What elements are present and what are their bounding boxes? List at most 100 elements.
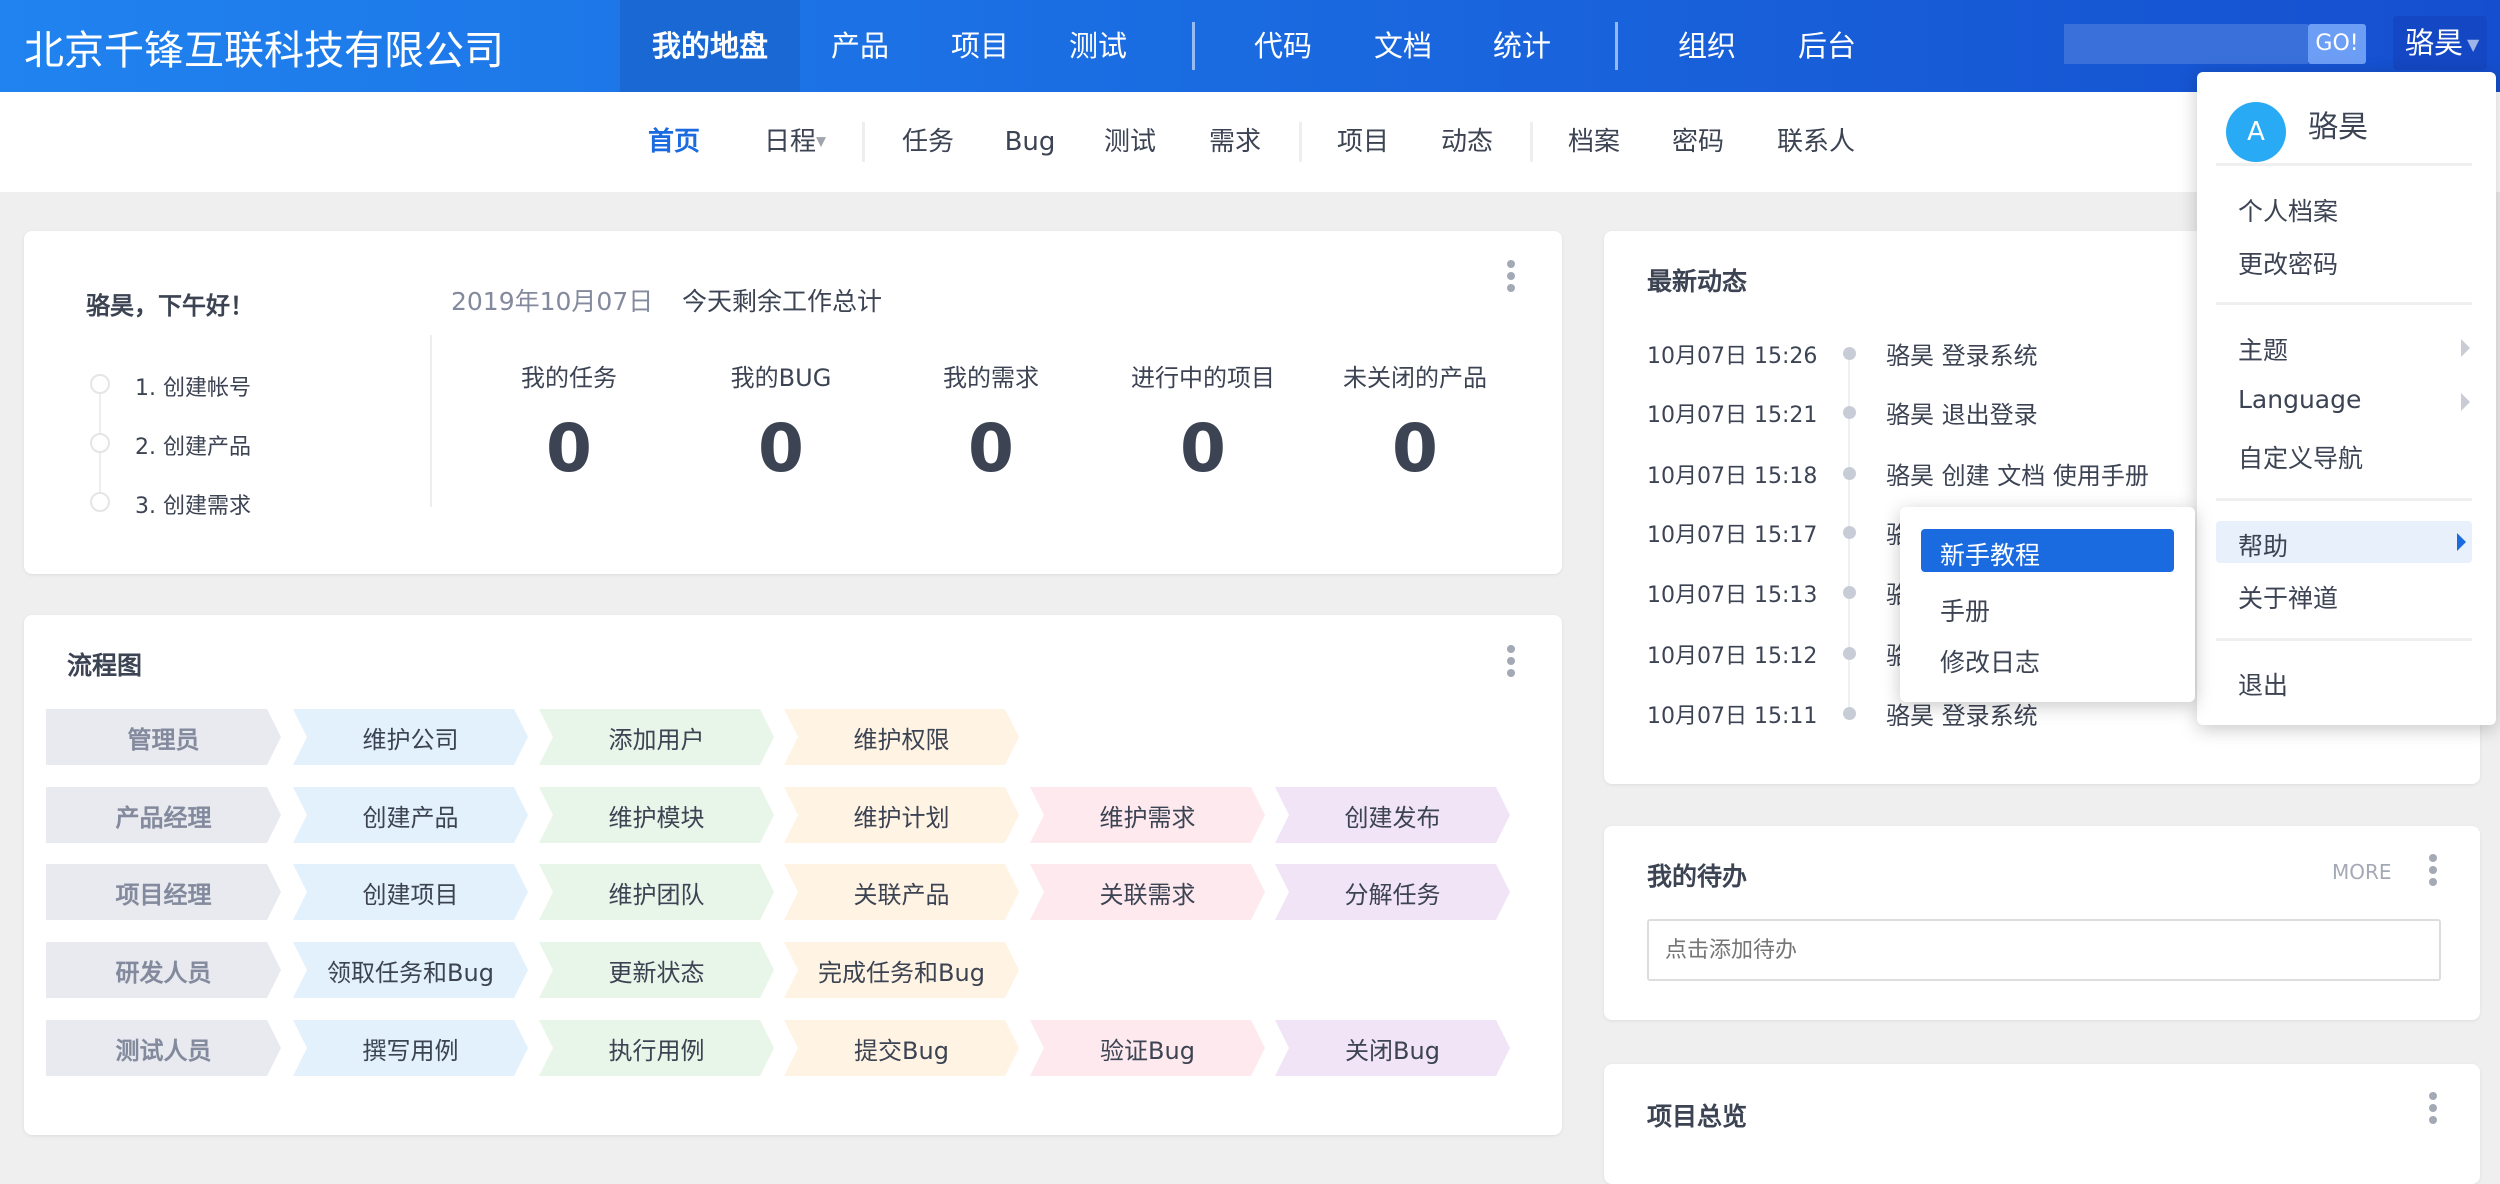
menu-item-language[interactable]: Language (2238, 385, 2478, 414)
help-submenu: 新手教程 手册 修改日志 (1900, 507, 2195, 702)
menu-item-about[interactable]: 关于禅道 (2238, 584, 2339, 613)
menu-user-name: 骆昊 (2308, 110, 2368, 145)
subnav-schedule[interactable]: 日程▼ (764, 92, 826, 193)
menu-item-custom-nav[interactable]: 自定义导航 (2238, 444, 2364, 473)
project-overview-title: 项目总览 (1647, 1102, 1748, 1131)
flow-step[interactable]: 验证Bug (1030, 1020, 1265, 1076)
nav-divider (1615, 22, 1618, 70)
menu-item-change-password[interactable]: 更改密码 (2238, 250, 2339, 279)
todo-input[interactable] (1647, 919, 2441, 981)
welcome-divider (430, 335, 432, 507)
flow-step[interactable]: 关联需求 (1030, 864, 1265, 920)
subnav-test[interactable]: 测试 (1103, 127, 1157, 157)
flow-step[interactable]: 完成任务和Bug (784, 942, 1019, 998)
subnav-project[interactable]: 项目 (1336, 127, 1390, 157)
step-dot (90, 374, 110, 394)
stat-label: 我的BUG (730, 364, 832, 392)
activity-time: 10月07日 15:18 (1647, 464, 1818, 489)
flow-step[interactable]: 领取任务和Bug (293, 942, 528, 998)
timeline-dot (1843, 347, 1856, 360)
flow-step[interactable]: 创建产品 (293, 787, 528, 843)
more-options-icon[interactable] (1507, 260, 1515, 292)
nav-doc[interactable]: 文档 (1373, 29, 1433, 63)
menu-item-profile[interactable]: 个人档案 (2238, 197, 2339, 226)
subnav-divider (1530, 122, 1533, 162)
menu-item-help-label: 帮助 (2238, 532, 2289, 561)
user-menu-button[interactable]: 骆昊 ▼ (2393, 16, 2487, 70)
submenu-item-tutorial-label: 新手教程 (1940, 541, 2041, 570)
timeline-dot (1843, 586, 1856, 599)
nav-product[interactable]: 产品 (830, 29, 890, 63)
subnav-bug[interactable]: Bug (1004, 127, 1056, 157)
stat-value[interactable]: 0 (546, 410, 592, 487)
stat-label: 进行中的项目 (1131, 364, 1275, 392)
flow-role: 产品经理 (46, 787, 281, 843)
flow-step[interactable]: 分解任务 (1275, 864, 1510, 920)
subnav-story[interactable]: 需求 (1208, 127, 1262, 157)
submenu-item-manual[interactable]: 手册 (1940, 597, 1991, 626)
flow-step[interactable]: 添加用户 (539, 709, 774, 765)
stat-value[interactable]: 0 (1180, 410, 1226, 487)
more-options-icon[interactable] (2429, 854, 2437, 886)
activity-time: 10月07日 15:12 (1647, 644, 1818, 669)
flow-step[interactable]: 维护模块 (539, 787, 774, 843)
step-create-story[interactable]: 3. 创建需求 (135, 494, 251, 519)
activity-text[interactable]: 骆昊 创建 文档 使用手册 (1886, 462, 2149, 490)
flow-step[interactable]: 创建项目 (293, 864, 528, 920)
subnav-contacts[interactable]: 联系人 (1776, 127, 1856, 157)
flow-step[interactable]: 关联产品 (784, 864, 1019, 920)
stat-value[interactable]: 0 (758, 410, 804, 487)
greeting: 骆昊，下午好！ (86, 292, 254, 320)
subnav-password[interactable]: 密码 (1671, 127, 1725, 157)
menu-item-logout[interactable]: 退出 (2238, 671, 2289, 700)
activity-time: 10月07日 15:13 (1647, 583, 1818, 608)
flow-step[interactable]: 维护公司 (293, 709, 528, 765)
flow-step[interactable]: 更新状态 (539, 942, 774, 998)
nav-project[interactable]: 项目 (950, 29, 1010, 63)
flow-step[interactable]: 创建发布 (1275, 787, 1510, 843)
menu-item-theme[interactable]: 主题 (2238, 331, 2478, 367)
nav-my-dashboard[interactable]: 我的地盘 (651, 29, 769, 63)
activity-text[interactable]: 骆昊 登录系统 (1886, 702, 2038, 730)
flow-step[interactable]: 维护计划 (784, 787, 1019, 843)
subnav-profile[interactable]: 档案 (1567, 127, 1621, 157)
more-options-icon[interactable] (1507, 645, 1515, 677)
todo-more-link[interactable]: MORE (2332, 860, 2392, 884)
step-create-account[interactable]: 1. 创建帐号 (135, 376, 251, 401)
company-name[interactable]: 北京千锋互联科技有限公司 (24, 28, 504, 74)
activity-time: 10月07日 15:21 (1647, 403, 1818, 428)
stat-value[interactable]: 0 (968, 410, 1014, 487)
subnav-home[interactable]: 首页 (647, 127, 701, 157)
chevron-right-icon (2457, 533, 2466, 551)
menu-item-help[interactable]: 帮助 (2216, 521, 2472, 563)
caret-down-icon: ▼ (816, 134, 827, 150)
nav-admin[interactable]: 后台 (1797, 29, 1857, 63)
menu-divider (2216, 163, 2472, 166)
submenu-item-tutorial[interactable]: 新手教程 (1921, 529, 2174, 572)
flow-step[interactable]: 维护权限 (784, 709, 1019, 765)
search-go-button[interactable]: GO! (2308, 24, 2366, 64)
nav-code[interactable]: 代码 (1253, 29, 1313, 63)
flow-step[interactable]: 关闭Bug (1275, 1020, 1510, 1076)
submenu-item-changelog[interactable]: 修改日志 (1940, 648, 2041, 677)
stat-value[interactable]: 0 (1392, 410, 1438, 487)
subnav-dynamic[interactable]: 动态 (1440, 127, 1494, 157)
flow-step[interactable]: 提交Bug (784, 1020, 1019, 1076)
flow-step[interactable]: 维护团队 (539, 864, 774, 920)
flow-role: 管理员 (46, 709, 281, 765)
flow-step[interactable]: 维护需求 (1030, 787, 1265, 843)
subnav-divider (1299, 122, 1302, 162)
subnav-schedule-label: 日程 (763, 127, 817, 157)
search-input[interactable] (2064, 24, 2308, 64)
nav-test[interactable]: 测试 (1068, 29, 1128, 63)
step-create-product[interactable]: 2. 创建产品 (135, 435, 251, 460)
more-options-icon[interactable] (2429, 1092, 2437, 1124)
nav-org[interactable]: 组织 (1677, 29, 1737, 63)
flow-step[interactable]: 撰写用例 (293, 1020, 528, 1076)
flow-step[interactable]: 执行用例 (539, 1020, 774, 1076)
activity-text[interactable]: 骆昊 退出登录 (1886, 401, 2038, 429)
subnav-task[interactable]: 任务 (901, 127, 955, 157)
nav-stats[interactable]: 统计 (1492, 29, 1552, 63)
activity-text[interactable]: 骆昊 登录系统 (1886, 342, 2038, 370)
activity-time: 10月07日 15:17 (1647, 523, 1818, 548)
